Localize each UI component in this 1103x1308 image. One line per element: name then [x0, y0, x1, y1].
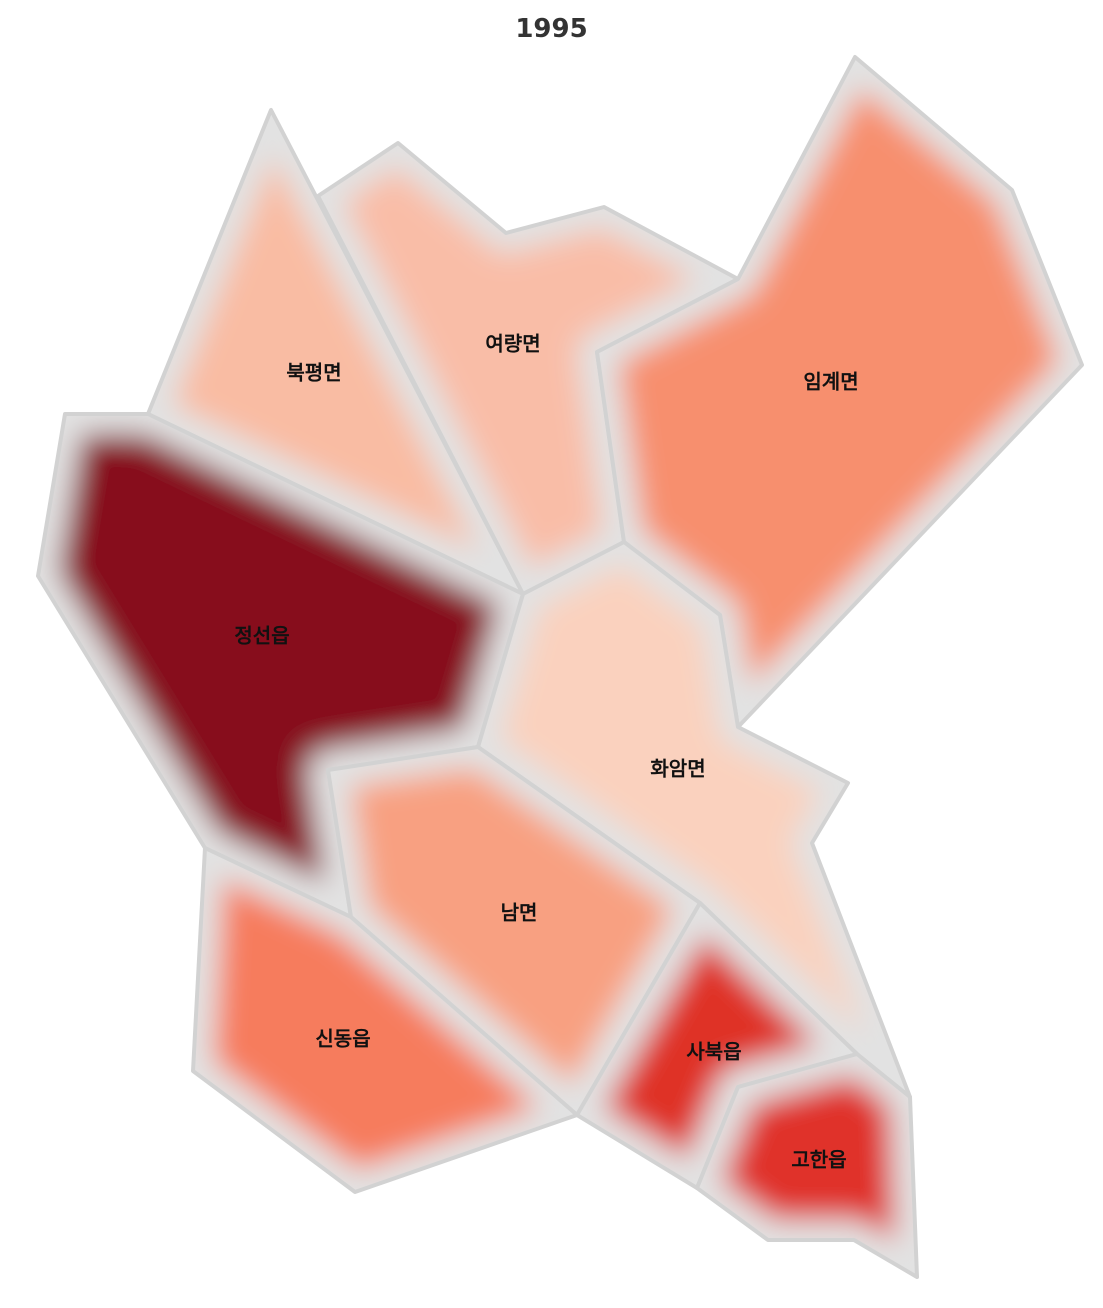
region-label-nam: 남면 [501, 901, 538, 925]
region-label-imgye: 임계면 [803, 370, 858, 394]
region-sindong[interactable] [191, 846, 579, 1194]
region-label-yeoryang: 여량면 [485, 332, 540, 356]
region-label-hwaam: 화암면 [650, 757, 705, 781]
region-label-sabuk: 사북읍 [686, 1040, 741, 1064]
region-border [191, 846, 579, 1194]
region-label-bukpyeong: 북평면 [286, 361, 341, 385]
region-label-jeongseon: 정선읍 [234, 624, 289, 648]
region-gohan[interactable] [695, 1052, 919, 1279]
region-label-gohan: 고한읍 [791, 1148, 846, 1172]
map-title: 1995 [515, 14, 588, 44]
region-border [695, 1052, 919, 1279]
region-label-sindong: 신동읍 [315, 1027, 370, 1051]
